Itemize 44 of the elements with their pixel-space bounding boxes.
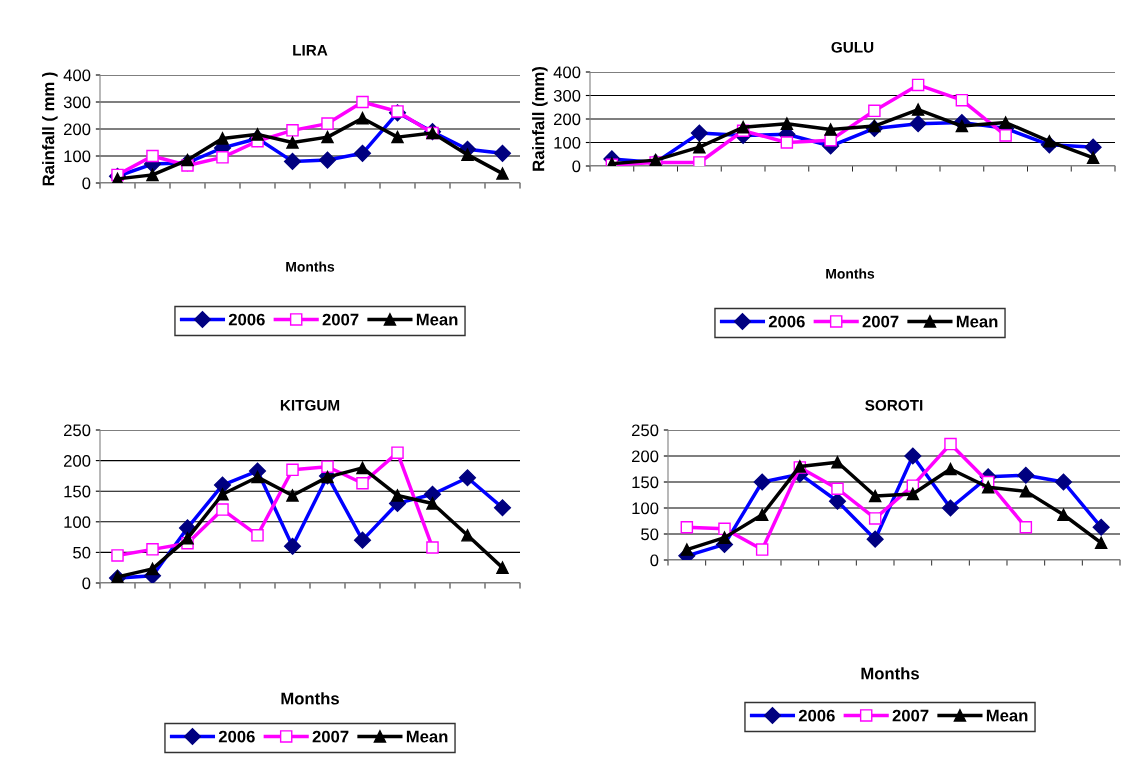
y-tick-label: 100 bbox=[64, 516, 91, 528]
y-axis-title: Rainfall (mm) bbox=[532, 67, 548, 171]
y-tick-label: 0 bbox=[82, 177, 91, 190]
y-tick-label: 100 bbox=[632, 502, 659, 515]
y-tick-label: 0 bbox=[650, 554, 659, 567]
y-tick-label: 0 bbox=[82, 577, 91, 590]
legend-label: Mean bbox=[416, 313, 458, 326]
y-tick-label: 50 bbox=[73, 546, 91, 559]
y-tick-label: 200 bbox=[554, 113, 581, 126]
legend-label: 2007 bbox=[322, 313, 359, 326]
x-axis-title: Months bbox=[286, 261, 335, 272]
y-tick-label: 400 bbox=[553, 66, 581, 79]
y-tick-label: 150 bbox=[632, 476, 659, 489]
legend-label: 2006 bbox=[228, 313, 265, 326]
legend-label: 2007 bbox=[862, 315, 899, 328]
legend-label: Mean bbox=[956, 315, 998, 328]
chart-title: SOROTI bbox=[865, 399, 923, 411]
x-axis-title: Months bbox=[281, 692, 339, 705]
y-tick-label: 150 bbox=[64, 485, 91, 498]
legend-label: 2006 bbox=[218, 730, 255, 743]
legend-label: 2007 bbox=[312, 730, 349, 743]
legend-label: Mean bbox=[986, 709, 1028, 722]
y-tick-label: 200 bbox=[64, 123, 91, 136]
y-tick-label: 100 bbox=[554, 136, 581, 149]
legend-label: Mean bbox=[406, 730, 448, 743]
y-tick-label: 250 bbox=[632, 424, 659, 437]
y-tick-label: 300 bbox=[553, 89, 581, 102]
chart-title: LIRA bbox=[293, 45, 328, 56]
x-axis-title: Months bbox=[826, 268, 875, 279]
y-tick-label: 50 bbox=[641, 528, 659, 541]
x-axis-title: Months bbox=[861, 667, 919, 680]
legend-label: 2006 bbox=[798, 709, 835, 722]
y-tick-label: 200 bbox=[64, 455, 91, 467]
y-tick-label: 300 bbox=[63, 96, 91, 109]
y-axis-title: Rainfall ( mm ) bbox=[42, 72, 58, 186]
legend-label: 2007 bbox=[892, 709, 929, 722]
legend-label: 2006 bbox=[768, 315, 805, 328]
y-tick-label: 200 bbox=[632, 450, 659, 463]
chart-title: KITGUM bbox=[280, 399, 340, 411]
y-tick-label: 0 bbox=[572, 160, 581, 173]
y-tick-label: 250 bbox=[64, 424, 91, 437]
chart-title: GULU bbox=[831, 41, 874, 53]
y-tick-label: 100 bbox=[64, 150, 91, 163]
y-tick-label: 400 bbox=[63, 69, 91, 82]
